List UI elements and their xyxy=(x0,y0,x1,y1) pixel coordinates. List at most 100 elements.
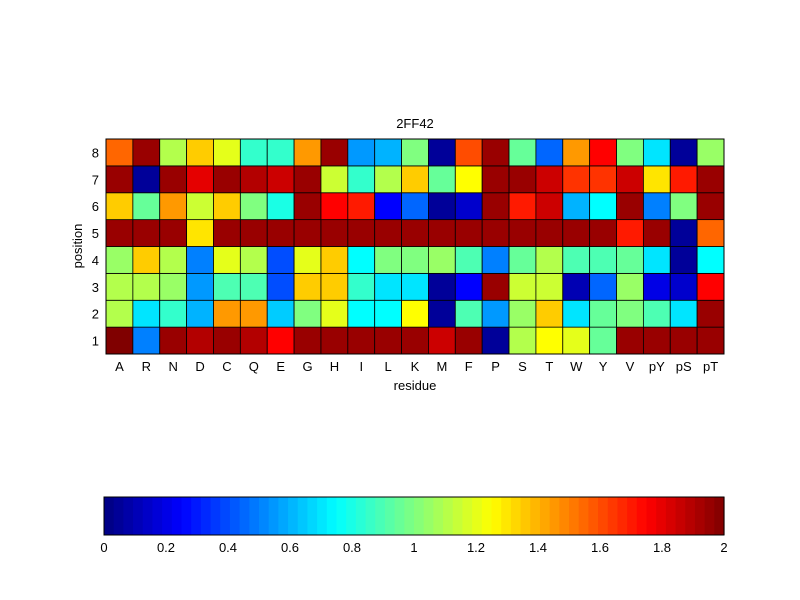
heatmap-cell xyxy=(105,272,134,301)
heatmap-cell xyxy=(535,219,564,247)
colorbar-swatch xyxy=(355,497,367,535)
heatmap-cell xyxy=(159,192,188,221)
heatmap-cell xyxy=(186,192,214,221)
heatmap-cell xyxy=(669,165,698,194)
colorbar-tick-label: 1.2 xyxy=(467,540,485,555)
colorbar-swatch xyxy=(627,497,638,535)
x-tick-label: C xyxy=(222,359,231,374)
heatmap-cell xyxy=(589,138,617,167)
heatmap-cell xyxy=(481,246,510,274)
heatmap-cell xyxy=(454,138,483,167)
heatmap-cell xyxy=(428,299,456,328)
colorbar-swatch xyxy=(210,497,221,535)
heatmap-cell xyxy=(159,272,188,301)
heatmap-cell xyxy=(508,165,537,194)
heatmap-cell xyxy=(266,299,295,328)
colorbar-swatch xyxy=(704,497,715,535)
heatmap-cell xyxy=(535,326,564,355)
heatmap-cell xyxy=(562,138,591,167)
colorbar-swatch xyxy=(578,497,589,535)
heatmap-cell xyxy=(696,299,725,328)
heatmap-cell xyxy=(616,192,644,221)
heatmap-cell xyxy=(401,272,429,301)
heatmap-cell xyxy=(293,219,322,247)
heatmap-cell xyxy=(696,219,725,247)
heatmap-cell xyxy=(320,299,349,328)
heatmap-cell xyxy=(535,272,564,301)
colorbar-swatch xyxy=(249,497,260,535)
colorbar-swatch xyxy=(588,497,599,535)
heatmap-cell xyxy=(696,272,725,301)
heatmap-cell xyxy=(213,299,241,328)
heatmap-cell xyxy=(642,192,671,221)
heatmap-cell xyxy=(589,272,617,301)
heatmap-cell xyxy=(159,246,188,274)
colorbar-swatch xyxy=(423,497,434,535)
heatmap-cell xyxy=(320,326,349,355)
heatmap-cell xyxy=(374,299,402,328)
colorbar-swatch xyxy=(278,497,289,535)
colorbar xyxy=(104,497,725,535)
heatmap-cell xyxy=(454,246,483,274)
heatmap-cell xyxy=(669,138,698,167)
heatmap-cell xyxy=(105,138,134,167)
colorbar-swatch xyxy=(675,497,686,535)
colorbar-swatch xyxy=(472,497,483,535)
heatmap-cell xyxy=(293,299,322,328)
heatmap-cell xyxy=(132,219,161,247)
heatmap-cell xyxy=(642,219,671,247)
colorbar-tick-label: 1 xyxy=(410,540,417,555)
heatmap-cell xyxy=(374,326,402,355)
x-tick-label: Q xyxy=(249,359,259,374)
heatmap-cell xyxy=(401,138,429,167)
y-tick-label: 2 xyxy=(92,307,99,322)
colorbar-swatch xyxy=(433,497,444,535)
heatmap-cell xyxy=(428,192,456,221)
heatmap-cell xyxy=(347,165,376,194)
heatmap-cell xyxy=(481,138,510,167)
heatmap-cell xyxy=(132,192,161,221)
heatmap-cell xyxy=(374,246,402,274)
colorbar-frame xyxy=(103,496,725,536)
heatmap-cell xyxy=(642,165,671,194)
heatmap-cell xyxy=(481,192,510,221)
heatmap-cell xyxy=(186,326,214,355)
heatmap-cell xyxy=(696,165,725,194)
heatmap-cell xyxy=(320,138,349,167)
colorbar-tick-label: 0.2 xyxy=(157,540,175,555)
heatmap-cell xyxy=(132,272,161,301)
chart-title: 2FF42 xyxy=(396,116,434,131)
heatmap-cell xyxy=(535,138,564,167)
heatmap-cell xyxy=(186,138,214,167)
colorbar-swatch xyxy=(162,497,173,535)
colorbar-swatch xyxy=(530,497,541,535)
heatmap-cell xyxy=(454,192,483,221)
heatmap-cell xyxy=(320,165,349,194)
heatmap-cell xyxy=(481,272,510,301)
colorbar-swatch xyxy=(501,497,512,535)
heatmap-cell xyxy=(508,272,537,301)
y-tick-labels: 1 2 3 4 5 6 7 8 xyxy=(92,145,99,348)
colorbar-swatch xyxy=(491,497,502,535)
heatmap-cell xyxy=(562,246,591,274)
heatmap-cell xyxy=(347,326,376,355)
heatmap-cell xyxy=(347,138,376,167)
heatmap-cell xyxy=(293,192,322,221)
y-tick-label: 1 xyxy=(92,334,99,349)
heatmap-cell xyxy=(428,138,456,167)
heatmap-cell xyxy=(401,299,429,328)
heatmap-cell xyxy=(401,326,429,355)
heatmap-cell xyxy=(213,192,241,221)
heatmap-cell xyxy=(508,326,537,355)
colorbar-swatch xyxy=(636,497,648,535)
colorbar-swatch xyxy=(229,497,241,535)
heatmap-cell xyxy=(186,165,214,194)
colorbar-swatch xyxy=(694,497,706,535)
colorbar-swatch xyxy=(104,497,115,535)
heatmap-cell xyxy=(428,272,456,301)
heatmap-cell xyxy=(481,219,510,247)
heatmap-cell xyxy=(293,165,322,194)
heatmap-cell xyxy=(428,246,456,274)
heatmap-cells xyxy=(105,138,725,355)
y-tick-label: 4 xyxy=(92,253,99,268)
